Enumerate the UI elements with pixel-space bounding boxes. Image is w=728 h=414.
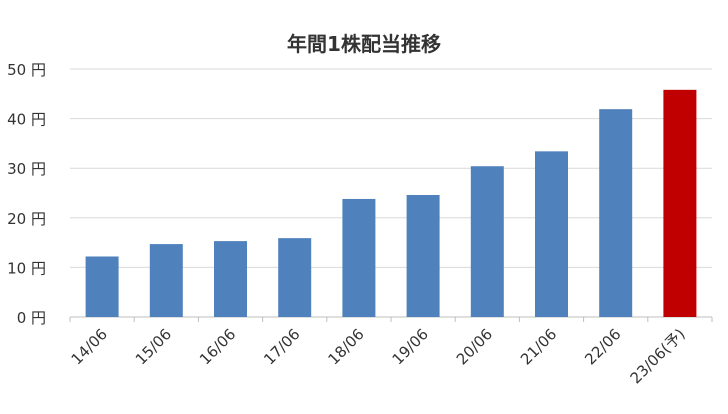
- x-tick-label: 20/06: [453, 325, 496, 368]
- x-tick-label: 16/06: [196, 325, 239, 368]
- y-tick-label: 50 円: [7, 61, 46, 79]
- bar: [470, 166, 504, 317]
- x-tick-label: 18/06: [324, 325, 367, 368]
- x-tick-label: 22/06: [581, 325, 624, 368]
- bar: [85, 256, 119, 317]
- y-tick-label: 40 円: [7, 111, 46, 129]
- x-tick-label: 17/06: [260, 325, 303, 368]
- bar: [342, 198, 376, 317]
- bar: [214, 241, 247, 317]
- bar: [535, 151, 568, 317]
- bar: [599, 109, 633, 318]
- x-tick-label: 21/06: [517, 325, 560, 368]
- bar: [406, 194, 440, 317]
- bar: [278, 238, 312, 317]
- x-tick-label: 14/06: [68, 325, 111, 368]
- x-tick-label: 15/06: [132, 325, 175, 368]
- chart-title: 年間1株配当推移: [287, 32, 441, 56]
- y-tick-label: 20 円: [7, 210, 46, 228]
- y-tick-label: 0 円: [17, 309, 46, 327]
- x-tick-label: 23/06(予): [627, 325, 689, 387]
- bar-forecast: [663, 89, 697, 317]
- x-tick-label: 19/06: [389, 325, 432, 368]
- y-tick-label: 10 円: [7, 259, 46, 277]
- bar: [149, 244, 183, 317]
- y-tick-label: 30 円: [7, 160, 46, 178]
